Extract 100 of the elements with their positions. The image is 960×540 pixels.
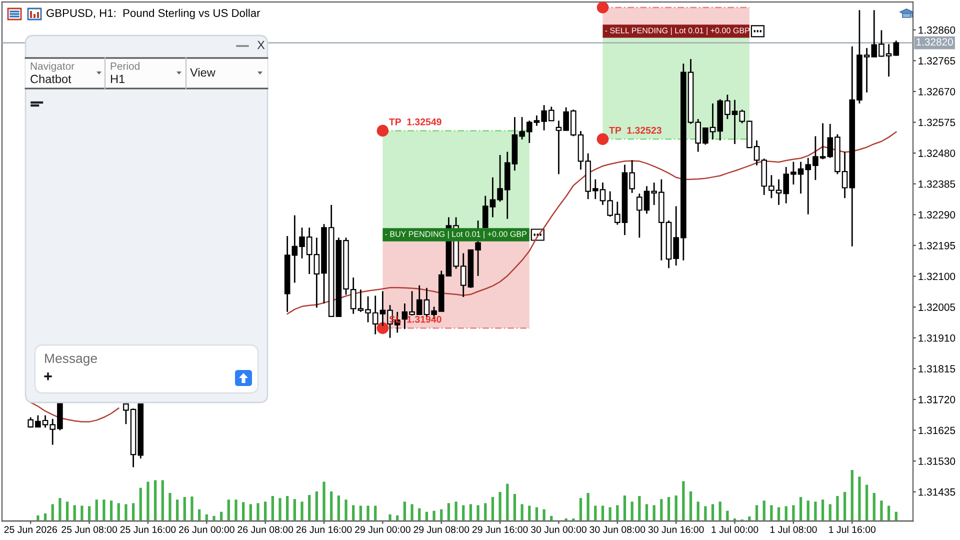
bar bbox=[674, 496, 678, 521]
bar bbox=[616, 505, 619, 521]
bar bbox=[777, 507, 780, 521]
y-tick-label: 1.32575 bbox=[918, 118, 956, 126]
y-tick-label: 1.32765 bbox=[918, 57, 956, 65]
bar bbox=[491, 497, 494, 521]
bar bbox=[418, 508, 421, 521]
x-tick-label: 26 Jun 00:00 bbox=[179, 526, 234, 533]
bar bbox=[256, 503, 260, 521]
bar bbox=[513, 494, 516, 521]
x-tick-label: 30 Jun 08:00 bbox=[590, 526, 646, 533]
bar bbox=[146, 482, 150, 521]
series-label: - BUY PENDING | Lot 0.01 | +0.00 GBP bbox=[385, 230, 527, 239]
annotation: X bbox=[257, 40, 265, 50]
bar bbox=[850, 470, 854, 521]
bar bbox=[630, 502, 634, 521]
bar bbox=[293, 499, 296, 521]
bar bbox=[278, 498, 282, 521]
bar bbox=[388, 514, 392, 521]
bar bbox=[322, 482, 326, 521]
bar bbox=[652, 505, 656, 521]
bar bbox=[161, 480, 164, 521]
bar bbox=[872, 492, 876, 521]
bar bbox=[117, 503, 120, 521]
bar bbox=[447, 503, 450, 521]
bar bbox=[51, 504, 54, 521]
bar bbox=[337, 496, 340, 521]
bar bbox=[645, 504, 648, 521]
x-tick-label: 26 Jun 16:00 bbox=[296, 526, 352, 533]
bar bbox=[132, 503, 135, 521]
bar bbox=[579, 498, 582, 521]
bar bbox=[594, 506, 597, 521]
bar bbox=[836, 496, 839, 521]
bar bbox=[410, 504, 414, 521]
annotation: View bbox=[190, 68, 216, 77]
bar bbox=[403, 502, 406, 521]
bar bbox=[506, 484, 509, 521]
x-tick-label: 1 Jul 16:00 bbox=[829, 526, 876, 533]
x-tick-label: 29 Jun 08:00 bbox=[414, 526, 470, 533]
point bbox=[596, 133, 609, 146]
bar bbox=[36, 515, 40, 521]
bar bbox=[858, 476, 861, 521]
bar bbox=[183, 497, 186, 521]
bar bbox=[498, 492, 502, 521]
bar bbox=[154, 480, 157, 521]
annotation: Navigator bbox=[30, 62, 74, 72]
y-tick-label: 1.31530 bbox=[918, 458, 956, 465]
bar bbox=[880, 500, 883, 521]
x-tick-label: 29 Jun 16:00 bbox=[472, 526, 528, 533]
bar bbox=[865, 484, 868, 521]
x-tick-label: 25 Jun 2026 bbox=[4, 526, 57, 533]
point bbox=[376, 322, 389, 334]
bar bbox=[792, 505, 795, 521]
bar bbox=[682, 481, 685, 521]
bar bbox=[286, 496, 289, 521]
bar bbox=[168, 492, 172, 521]
y-tick-label: 1.32290 bbox=[918, 211, 956, 219]
bar bbox=[374, 506, 377, 521]
y-tick-label: 1.31435 bbox=[918, 488, 956, 496]
y-tick-label: 1.32860 bbox=[918, 26, 956, 34]
bar bbox=[300, 502, 304, 521]
bar bbox=[330, 491, 333, 521]
y-tick-label: 1.31815 bbox=[918, 365, 956, 373]
bar bbox=[124, 504, 128, 521]
ref-line-label: 1.32820 bbox=[916, 38, 953, 46]
bar bbox=[102, 500, 106, 521]
bar bbox=[249, 504, 252, 521]
bar bbox=[176, 500, 179, 521]
bar bbox=[58, 498, 62, 521]
annotation: Chatbot bbox=[30, 74, 72, 84]
annotation: H1 bbox=[110, 74, 125, 84]
bar bbox=[696, 502, 700, 521]
annotation: Period bbox=[110, 62, 140, 70]
bar bbox=[660, 499, 663, 521]
y-tick-label: 1.32005 bbox=[918, 304, 956, 311]
bar bbox=[667, 497, 670, 521]
y-tick-label: 1.32385 bbox=[918, 180, 956, 188]
bar bbox=[755, 505, 758, 521]
bar bbox=[264, 502, 267, 521]
bar bbox=[623, 496, 626, 521]
bar bbox=[110, 500, 113, 521]
bar bbox=[271, 496, 274, 521]
bar bbox=[821, 500, 824, 521]
bar bbox=[344, 500, 348, 521]
annotation: Message bbox=[45, 354, 97, 366]
x-tick-label: 25 Jun 16:00 bbox=[120, 526, 176, 533]
bar bbox=[689, 491, 692, 521]
bar bbox=[542, 509, 546, 521]
bar bbox=[762, 500, 766, 521]
x-tick-label: 26 Jun 08:00 bbox=[238, 526, 294, 533]
y-tick-label: 1.31625 bbox=[918, 426, 956, 434]
bar bbox=[799, 497, 802, 521]
bar bbox=[234, 500, 238, 521]
bar bbox=[462, 505, 465, 521]
series-label: TP 1.32523 bbox=[609, 126, 662, 134]
bar bbox=[484, 503, 487, 521]
bar bbox=[887, 506, 890, 521]
bar bbox=[718, 502, 722, 521]
y-tick-label: 1.32195 bbox=[918, 242, 956, 250]
bar bbox=[814, 502, 817, 521]
